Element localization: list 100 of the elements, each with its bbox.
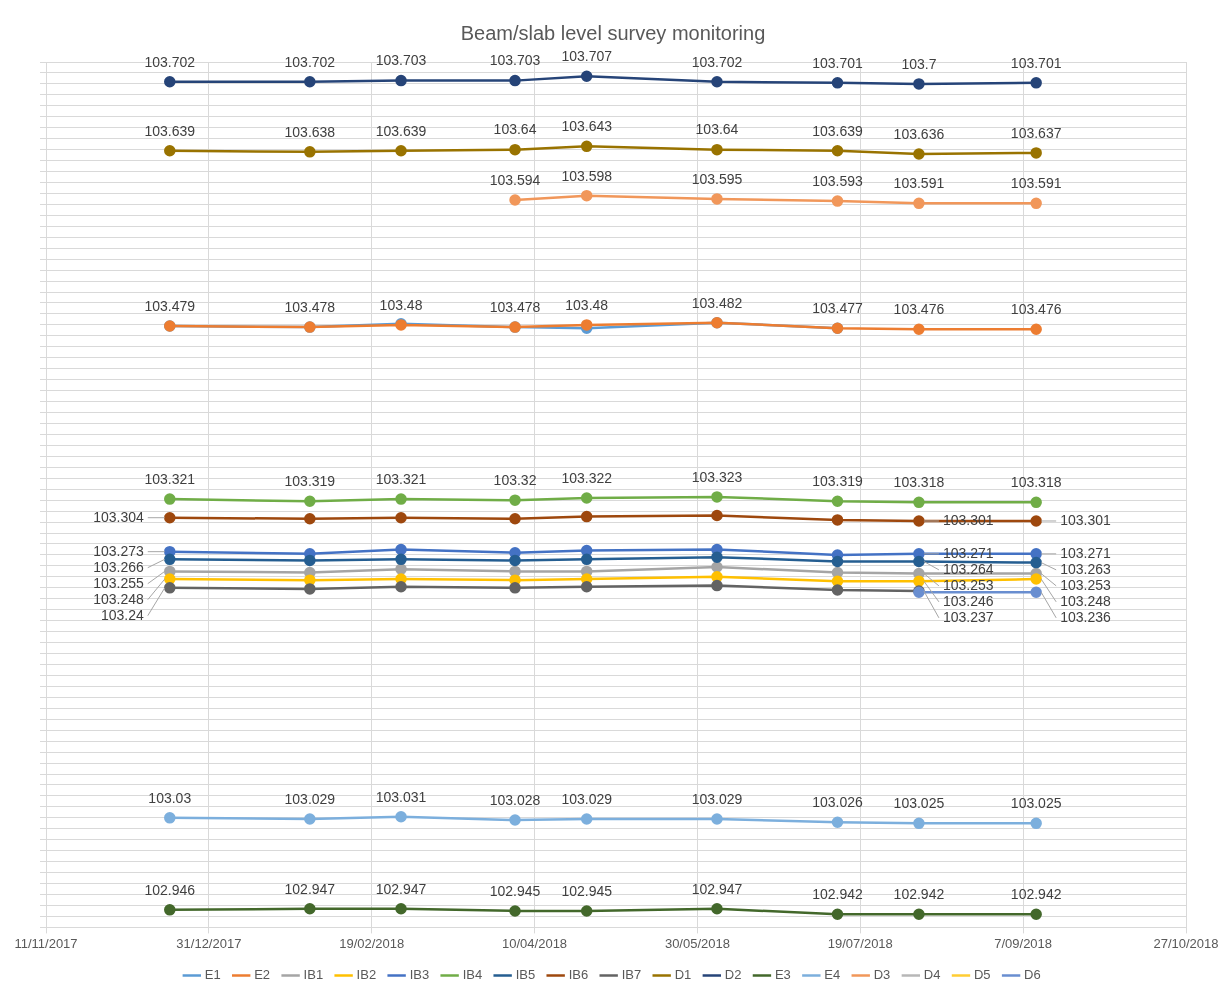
data-label: 103.591: [1010, 175, 1062, 192]
data-label: 102.942: [812, 886, 863, 903]
data-label: 103.702: [144, 53, 196, 70]
data-label: 102.945: [561, 882, 613, 899]
data-label: 103.637: [1010, 124, 1062, 141]
data-label: 103.64: [493, 121, 537, 138]
data-label: 103.304: [93, 508, 144, 525]
legend-label: E3: [774, 967, 791, 983]
data-label: 102.947: [284, 880, 336, 897]
data-label: 103.643: [561, 118, 613, 135]
x-tick-label: 7/09/2018: [994, 935, 1053, 951]
legend-label: D4: [923, 967, 941, 983]
legend-label: D5: [973, 967, 991, 983]
legend-label: E1: [204, 967, 221, 983]
legend-label: IB5: [515, 967, 536, 983]
data-label: 103.028: [489, 791, 541, 808]
data-label: 103.482: [691, 294, 743, 311]
data-label: 103.7: [901, 55, 937, 72]
data-label: 103.32: [493, 472, 537, 489]
data-label: 102.947: [375, 880, 427, 897]
x-tick-label: 19/07/2018: [827, 935, 893, 951]
data-label: 103.264: [942, 560, 994, 577]
data-label: 103.319: [284, 473, 336, 490]
data-label: 103.271: [1060, 544, 1111, 561]
x-tick-label: 31/12/2017: [176, 935, 242, 951]
x-tick-label: 30/05/2018: [664, 935, 730, 951]
data-label: 103.321: [375, 470, 427, 487]
data-label: 103.319: [812, 473, 863, 490]
data-label: 103.321: [144, 470, 196, 487]
legend-label: E2: [254, 967, 271, 983]
legend-label: D6: [1024, 967, 1041, 983]
data-label: 103.639: [812, 122, 863, 139]
data-label: 103.703: [489, 52, 541, 69]
legend-label: IB6: [568, 967, 589, 983]
data-label: 102.946: [144, 881, 196, 898]
data-label: 102.942: [1010, 886, 1062, 903]
data-label: 103.318: [1010, 474, 1062, 491]
data-label: 103.029: [284, 790, 336, 807]
legend-label: D2: [724, 967, 742, 983]
legend-label: E4: [824, 967, 841, 983]
legend-label: IB3: [409, 967, 430, 983]
data-label: 103.638: [284, 123, 336, 140]
data-label: 103.237: [942, 608, 994, 625]
data-label: 103.48: [565, 296, 609, 313]
data-label: 103.639: [375, 122, 427, 139]
data-label: 103.701: [1010, 54, 1062, 71]
data-label: 103.248: [1060, 592, 1111, 609]
data-label: 103.478: [489, 298, 541, 315]
data-label: 103.479: [144, 297, 196, 314]
data-label: 102.947: [691, 880, 743, 897]
data-label: 103.636: [893, 125, 945, 142]
data-label: 103.477: [812, 300, 863, 317]
data-label: 103.322: [561, 469, 613, 486]
chart-title: Beam/slab level survey monitoring: [460, 21, 766, 44]
data-label: 103.702: [691, 53, 743, 70]
legend-label: IB7: [621, 967, 642, 983]
data-label: 103.323: [691, 468, 743, 485]
data-label: 103.029: [691, 790, 743, 807]
data-label: 103.476: [893, 301, 945, 318]
data-label: 103.595: [691, 170, 743, 187]
data-label: 103.478: [284, 298, 336, 315]
data-label: 103.266: [93, 558, 144, 575]
data-label: 103.273: [93, 542, 144, 559]
x-tick-label: 27/10/2018: [1153, 935, 1219, 951]
legend-label: D3: [873, 967, 891, 983]
data-label: 103.64: [695, 121, 739, 138]
data-label: 103.707: [561, 48, 613, 65]
data-label: 103.029: [561, 790, 613, 807]
x-tick-label: 11/11/2017: [14, 935, 78, 951]
data-label: 103.03: [148, 789, 192, 806]
legend-label: D1: [674, 967, 692, 983]
data-label: 103.593: [812, 172, 863, 189]
data-label: 103.246: [942, 592, 994, 609]
data-label: 103.248: [93, 590, 144, 607]
data-label: 103.253: [1060, 576, 1111, 593]
data-label: 103.48: [379, 296, 423, 313]
data-label: 103.025: [1010, 795, 1062, 812]
data-label: 103.476: [1010, 301, 1062, 318]
data-label: 103.318: [893, 474, 945, 491]
data-label: 103.263: [1060, 560, 1111, 577]
data-label: 103.703: [375, 52, 427, 69]
data-label: 103.598: [561, 167, 613, 184]
data-label: 103.031: [375, 788, 427, 805]
data-label: 103.24: [100, 606, 144, 623]
data-label: 102.942: [893, 886, 945, 903]
data-label: 103.026: [812, 794, 863, 811]
data-label: 102.945: [489, 882, 541, 899]
legend-label: IB2: [356, 967, 377, 983]
x-tick-label: 19/02/2018: [339, 935, 405, 951]
data-label: 103.701: [812, 54, 863, 71]
data-label: 103.236: [1060, 608, 1111, 625]
data-label: 103.594: [489, 171, 541, 188]
data-label: 103.702: [284, 53, 336, 70]
data-label: 103.025: [893, 795, 945, 812]
data-label: 103.591: [893, 175, 945, 192]
x-tick-label: 10/04/2018: [502, 935, 568, 951]
data-label: 103.255: [93, 574, 144, 591]
legend-label: IB4: [462, 967, 483, 983]
data-label: 103.301: [1060, 511, 1111, 528]
legend-label: IB1: [303, 967, 324, 983]
